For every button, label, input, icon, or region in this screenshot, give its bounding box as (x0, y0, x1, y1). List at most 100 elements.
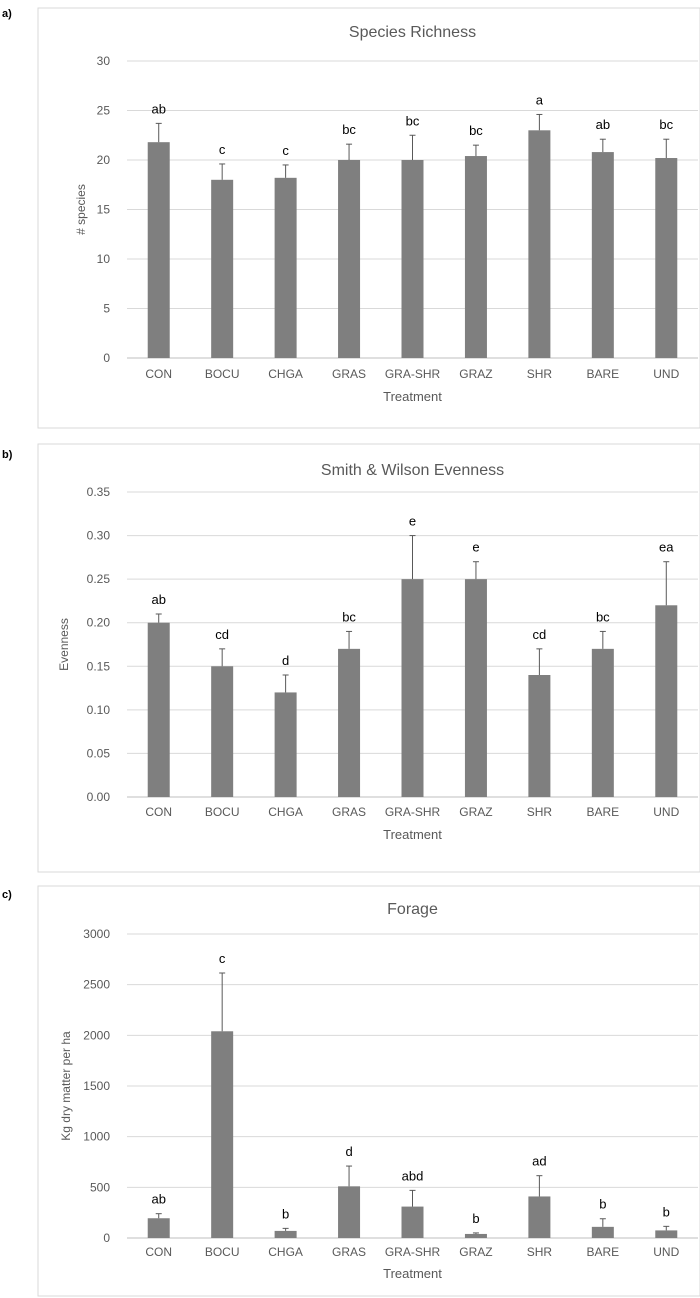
bar-con (147, 142, 170, 358)
bar-chga (274, 1230, 297, 1238)
bar-graz (464, 579, 487, 797)
x-tick-label: GRAS (332, 367, 366, 381)
significance-letter: a (536, 92, 544, 107)
panel-label-a: a) (2, 8, 12, 20)
chart-title: Species Richness (349, 24, 476, 41)
significance-letter: b (663, 1204, 670, 1219)
y-tick-label: 15 (97, 203, 111, 217)
bar-shr (528, 1196, 551, 1238)
bar-bocu (211, 179, 234, 358)
x-tick-label: SHR (527, 805, 553, 819)
bar-bocu (211, 666, 234, 797)
significance-letter: bc (659, 117, 673, 132)
significance-letter: ea (659, 540, 674, 555)
y-tick-label: 20 (97, 153, 111, 167)
bar-shr (528, 130, 551, 358)
bar-und (655, 158, 678, 358)
x-tick-label: CHGA (268, 805, 303, 819)
x-tick-label: UND (653, 1245, 679, 1259)
x-tick-label: CON (145, 367, 172, 381)
significance-letter: d (282, 653, 289, 668)
forage-chart: 0 500 1000 1500 2000 2500 3000 Forage Treatment K… (37, 885, 700, 1297)
significance-letter: c (219, 951, 226, 966)
chart-title: Forage (387, 901, 438, 918)
x-tick-label: BOCU (205, 367, 240, 381)
y-tick-label: 0.00 (87, 790, 111, 804)
y-tick-label: 0.15 (87, 659, 111, 673)
significance-letter: ab (151, 1192, 165, 1207)
bar-bare (591, 152, 614, 358)
bar-con (147, 622, 170, 797)
y-tick-label: 1000 (83, 1130, 110, 1144)
bar-bare (591, 648, 614, 797)
significance-letter: b (472, 1211, 479, 1226)
significance-letter: bc (342, 122, 356, 137)
bar-gra-shr (401, 160, 424, 358)
significance-letter: ad (532, 1154, 546, 1169)
y-tick-label: 2500 (83, 978, 110, 992)
y-tick-label: 0.30 (87, 529, 111, 543)
x-tick-label: CHGA (268, 367, 303, 381)
bar-chga (274, 692, 297, 797)
y-tick-label: 10 (97, 252, 111, 266)
y-axis-label: Evenness (57, 618, 71, 671)
x-tick-label: BARE (586, 367, 619, 381)
bar-gras (338, 1186, 361, 1238)
x-tick-label: GRAS (332, 1245, 366, 1259)
significance-letter: b (282, 1206, 289, 1221)
significance-letter: ab (151, 592, 165, 607)
x-tick-label: CON (145, 805, 172, 819)
significance-letter: cd (533, 627, 547, 642)
y-tick-label: 2000 (83, 1028, 110, 1042)
y-tick-label: 3000 (83, 927, 110, 941)
y-tick-label: 0.05 (87, 746, 111, 760)
x-axis-label: Treatment (383, 827, 442, 842)
significance-letter: d (345, 1144, 352, 1159)
x-tick-label: CHGA (268, 1245, 303, 1259)
bar-und (655, 1230, 678, 1238)
significance-letter: e (409, 514, 416, 529)
significance-letter: bc (342, 609, 356, 624)
significance-letter: c (219, 142, 226, 157)
bar-con (147, 1218, 170, 1238)
y-tick-label: 1500 (83, 1079, 110, 1093)
x-tick-label: SHR (527, 1245, 553, 1259)
y-tick-label: 0.10 (87, 703, 111, 717)
y-tick-label: 0.20 (87, 616, 111, 630)
x-tick-label: BARE (586, 805, 619, 819)
species-richness-chart: 0 5 10 15 20 25 30 Species Richness Treatment # s… (37, 7, 700, 429)
bar-gras (338, 160, 361, 358)
bar-und (655, 605, 678, 797)
bar-graz (464, 156, 487, 358)
x-tick-label: UND (653, 367, 679, 381)
x-axis-label: Treatment (383, 1266, 442, 1281)
significance-letter: ab (151, 101, 165, 116)
significance-letter: c (282, 143, 289, 158)
bar-gra-shr (401, 1206, 424, 1238)
x-tick-label: CON (145, 1245, 172, 1259)
x-tick-label: GRAZ (459, 367, 492, 381)
bar-bare (591, 1226, 614, 1238)
x-tick-label: SHR (527, 367, 553, 381)
y-tick-label: 30 (97, 54, 111, 68)
bar-shr (528, 675, 551, 797)
x-tick-label: GRA-SHR (385, 1245, 441, 1259)
chart-title: Smith & Wilson Evenness (321, 462, 504, 479)
x-tick-label: BOCU (205, 1245, 240, 1259)
significance-letter: b (599, 1197, 606, 1212)
bar-chga (274, 177, 297, 358)
significance-letter: bc (596, 609, 610, 624)
x-tick-label: GRA-SHR (385, 805, 441, 819)
x-axis-label: Treatment (383, 389, 442, 404)
bar-bocu (211, 1031, 234, 1238)
bar-gra-shr (401, 579, 424, 797)
significance-letter: ab (596, 117, 610, 132)
y-axis-label: # species (74, 184, 88, 235)
bar-graz (464, 1233, 487, 1238)
y-tick-label: 500 (90, 1180, 110, 1194)
y-tick-label: 0 (103, 351, 110, 365)
evenness-chart: 0.00 0.05 0.10 0.15 0.20 0.25 0.30 0.35 Smith & … (37, 443, 700, 873)
panel-label-c: c) (2, 889, 12, 901)
significance-letter: abd (402, 1168, 424, 1183)
x-tick-label: BARE (586, 1245, 619, 1259)
